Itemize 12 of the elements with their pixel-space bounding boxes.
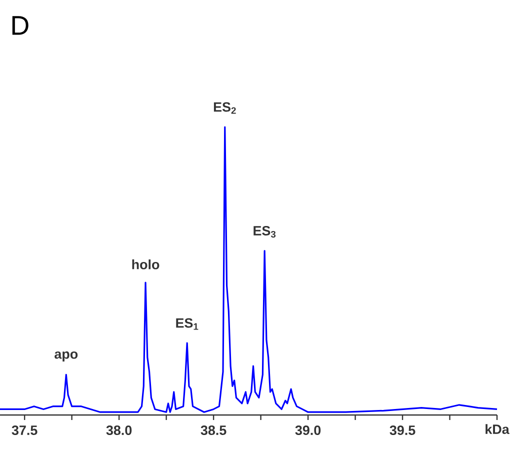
- annotation: ES$_{2}$: [214, 102, 236, 114]
- x-tick-label: 39.5: [390, 426, 416, 436]
- annotation: apo: [54, 351, 78, 362]
- x-tick-label: 38.5: [200, 426, 226, 436]
- x-tick-label: 37.5: [12, 426, 38, 436]
- chart-title: D: [12, 16, 28, 35]
- annotation: holo: [132, 259, 160, 270]
- annotation: ES$_{3}$: [254, 226, 276, 238]
- x-axis-title: kDa: [486, 424, 510, 434]
- x-tick-label: 38.0: [106, 426, 132, 436]
- annotation: ES$_{1}$: [176, 318, 198, 330]
- x-tick-label: 39.0: [295, 426, 321, 436]
